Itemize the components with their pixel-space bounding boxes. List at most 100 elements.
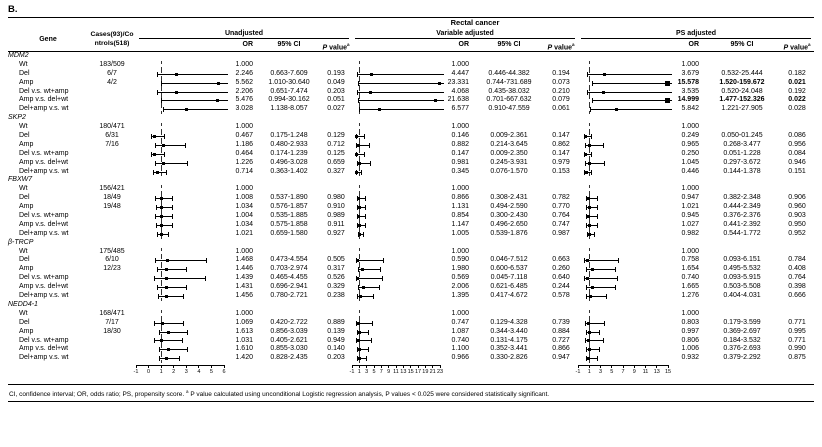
ci-line [155,207,172,209]
p-value: 0.952 [788,229,806,237]
ci-lower-cap [158,356,160,362]
reference-line [161,185,163,195]
ci-value [704,61,780,70]
ci-value [474,185,544,194]
p-value [780,185,814,194]
forest-row: Amp v.s. del+wt 5.476 0.994-30.162 0.051 21.… [8,96,814,106]
forest-plot-cell [352,78,444,88]
p-value: 0.578 [552,292,570,300]
axis-tick [633,365,635,369]
forest-row: Wt 168/471 1.000 1.000 1.000 [8,309,814,319]
ci-line [586,73,672,75]
or-value: 14.999 [677,96,699,104]
forest-row: Del+amp v.s. wt 1.456 0.780-2.721 0.238 1.39… [8,292,814,301]
p-value: 0.666 [788,292,806,300]
ci-lower-cap [358,80,360,86]
axis-tick [185,365,187,369]
ci-value [704,123,780,132]
row-label: Amp v.s. del+wt [19,345,69,353]
or-value: 3.535 [681,87,699,95]
ci-lower-cap [586,71,588,77]
ci-line [156,91,228,93]
or-value: 1.031 [235,336,253,344]
or-value: 15.578 [677,78,699,86]
p-value: 0.022 [788,96,806,104]
ci-lower-cap [161,80,163,86]
cases-header-line2: ntrols(518) [94,39,130,47]
ci-value: 0.446-44.382 [488,69,530,77]
ci-lower-cap [586,222,588,228]
cases-count [88,105,136,114]
ci-upper-cap [618,258,620,264]
gene-name: FBXW7 [8,176,33,184]
forest-plot-cell [136,309,224,319]
or-value: 1.005 [451,229,469,237]
forest-plot-cell [352,354,440,364]
forest-row: Amp 4/2 5.562 1.010-30.640 0.049 23.331 0.744-… [8,78,814,88]
or-value: 0.945 [681,212,699,220]
reference-line [161,247,163,257]
ci-value: 0.659-1.580 [270,229,308,237]
ci-line [158,358,180,360]
p-value: 0.125 [327,149,345,157]
ci-upper-cap [366,356,368,362]
p-value: 0.244 [552,283,570,291]
forest-plot-cell [352,292,440,301]
row-label: Amp v.s. del+wt [19,96,69,104]
forest-plot-cell [352,60,440,70]
forest-row: Del v.s. wt+amp 2.206 0.651-7.474 0.203 4.06… [8,87,814,97]
ci-lower-cap [585,294,587,299]
ci-upper-cap [379,267,381,273]
ci-value: 1.138-8.057 [270,105,308,113]
ci-line [356,215,365,217]
axis-tick-label: -1 [133,369,139,376]
ci-line [154,144,186,146]
or-marker [359,295,363,298]
axis-tick-label: 5 [372,369,376,376]
ci-upper-cap [596,213,598,219]
axis-tick [588,365,590,369]
or-marker [591,268,595,272]
ci-value [704,310,780,319]
ci-lower-cap [591,98,593,104]
reference-line [589,123,591,133]
ci-lower-cap [586,285,588,291]
or-value: 1.420 [235,354,253,362]
p-value: 0.203 [327,354,345,362]
or-value: 5.842 [681,105,699,113]
or-marker [159,232,163,236]
forest-plot-cell [352,167,440,177]
ci-lower-cap [590,107,592,113]
ci-value: 0.496-2.650 [490,220,528,228]
forest-plot-cell [578,96,672,106]
cases-count: 180/471 [99,123,125,131]
or-marker [160,223,164,227]
ci-line [356,340,371,342]
p-value: 0.949 [327,336,345,344]
p-value: 0.727 [552,336,570,344]
p-value: 0.153 [552,167,570,175]
or-value: 1.000 [681,60,699,68]
ci-line [585,215,597,217]
or-marker [602,90,605,94]
forest-plot-cell [352,274,440,284]
p-value: 0.990 [788,345,806,353]
ci-upper-cap [364,196,366,202]
ci-upper-cap [364,213,366,219]
axis-tick-label: 11 [393,369,399,376]
or-marker [161,143,165,147]
forest-plot-cell [136,345,224,355]
gene-group-row: NEDD4-1 [8,301,814,310]
forest-plot-cell [352,69,444,79]
forest-plot-cell [578,336,668,346]
ci-value: 0.444-2.349 [723,203,761,211]
forest-plot-cell [578,158,668,168]
ci-value: 0.575-1.858 [270,220,308,228]
or-value: 0.740 [451,336,469,344]
ci-lower-cap [154,160,156,166]
forest-plot-cell [578,345,668,355]
p-value [544,185,578,194]
or-marker [358,348,362,352]
forest-plot-cell [136,140,224,150]
p-value: 0.192 [788,87,806,95]
